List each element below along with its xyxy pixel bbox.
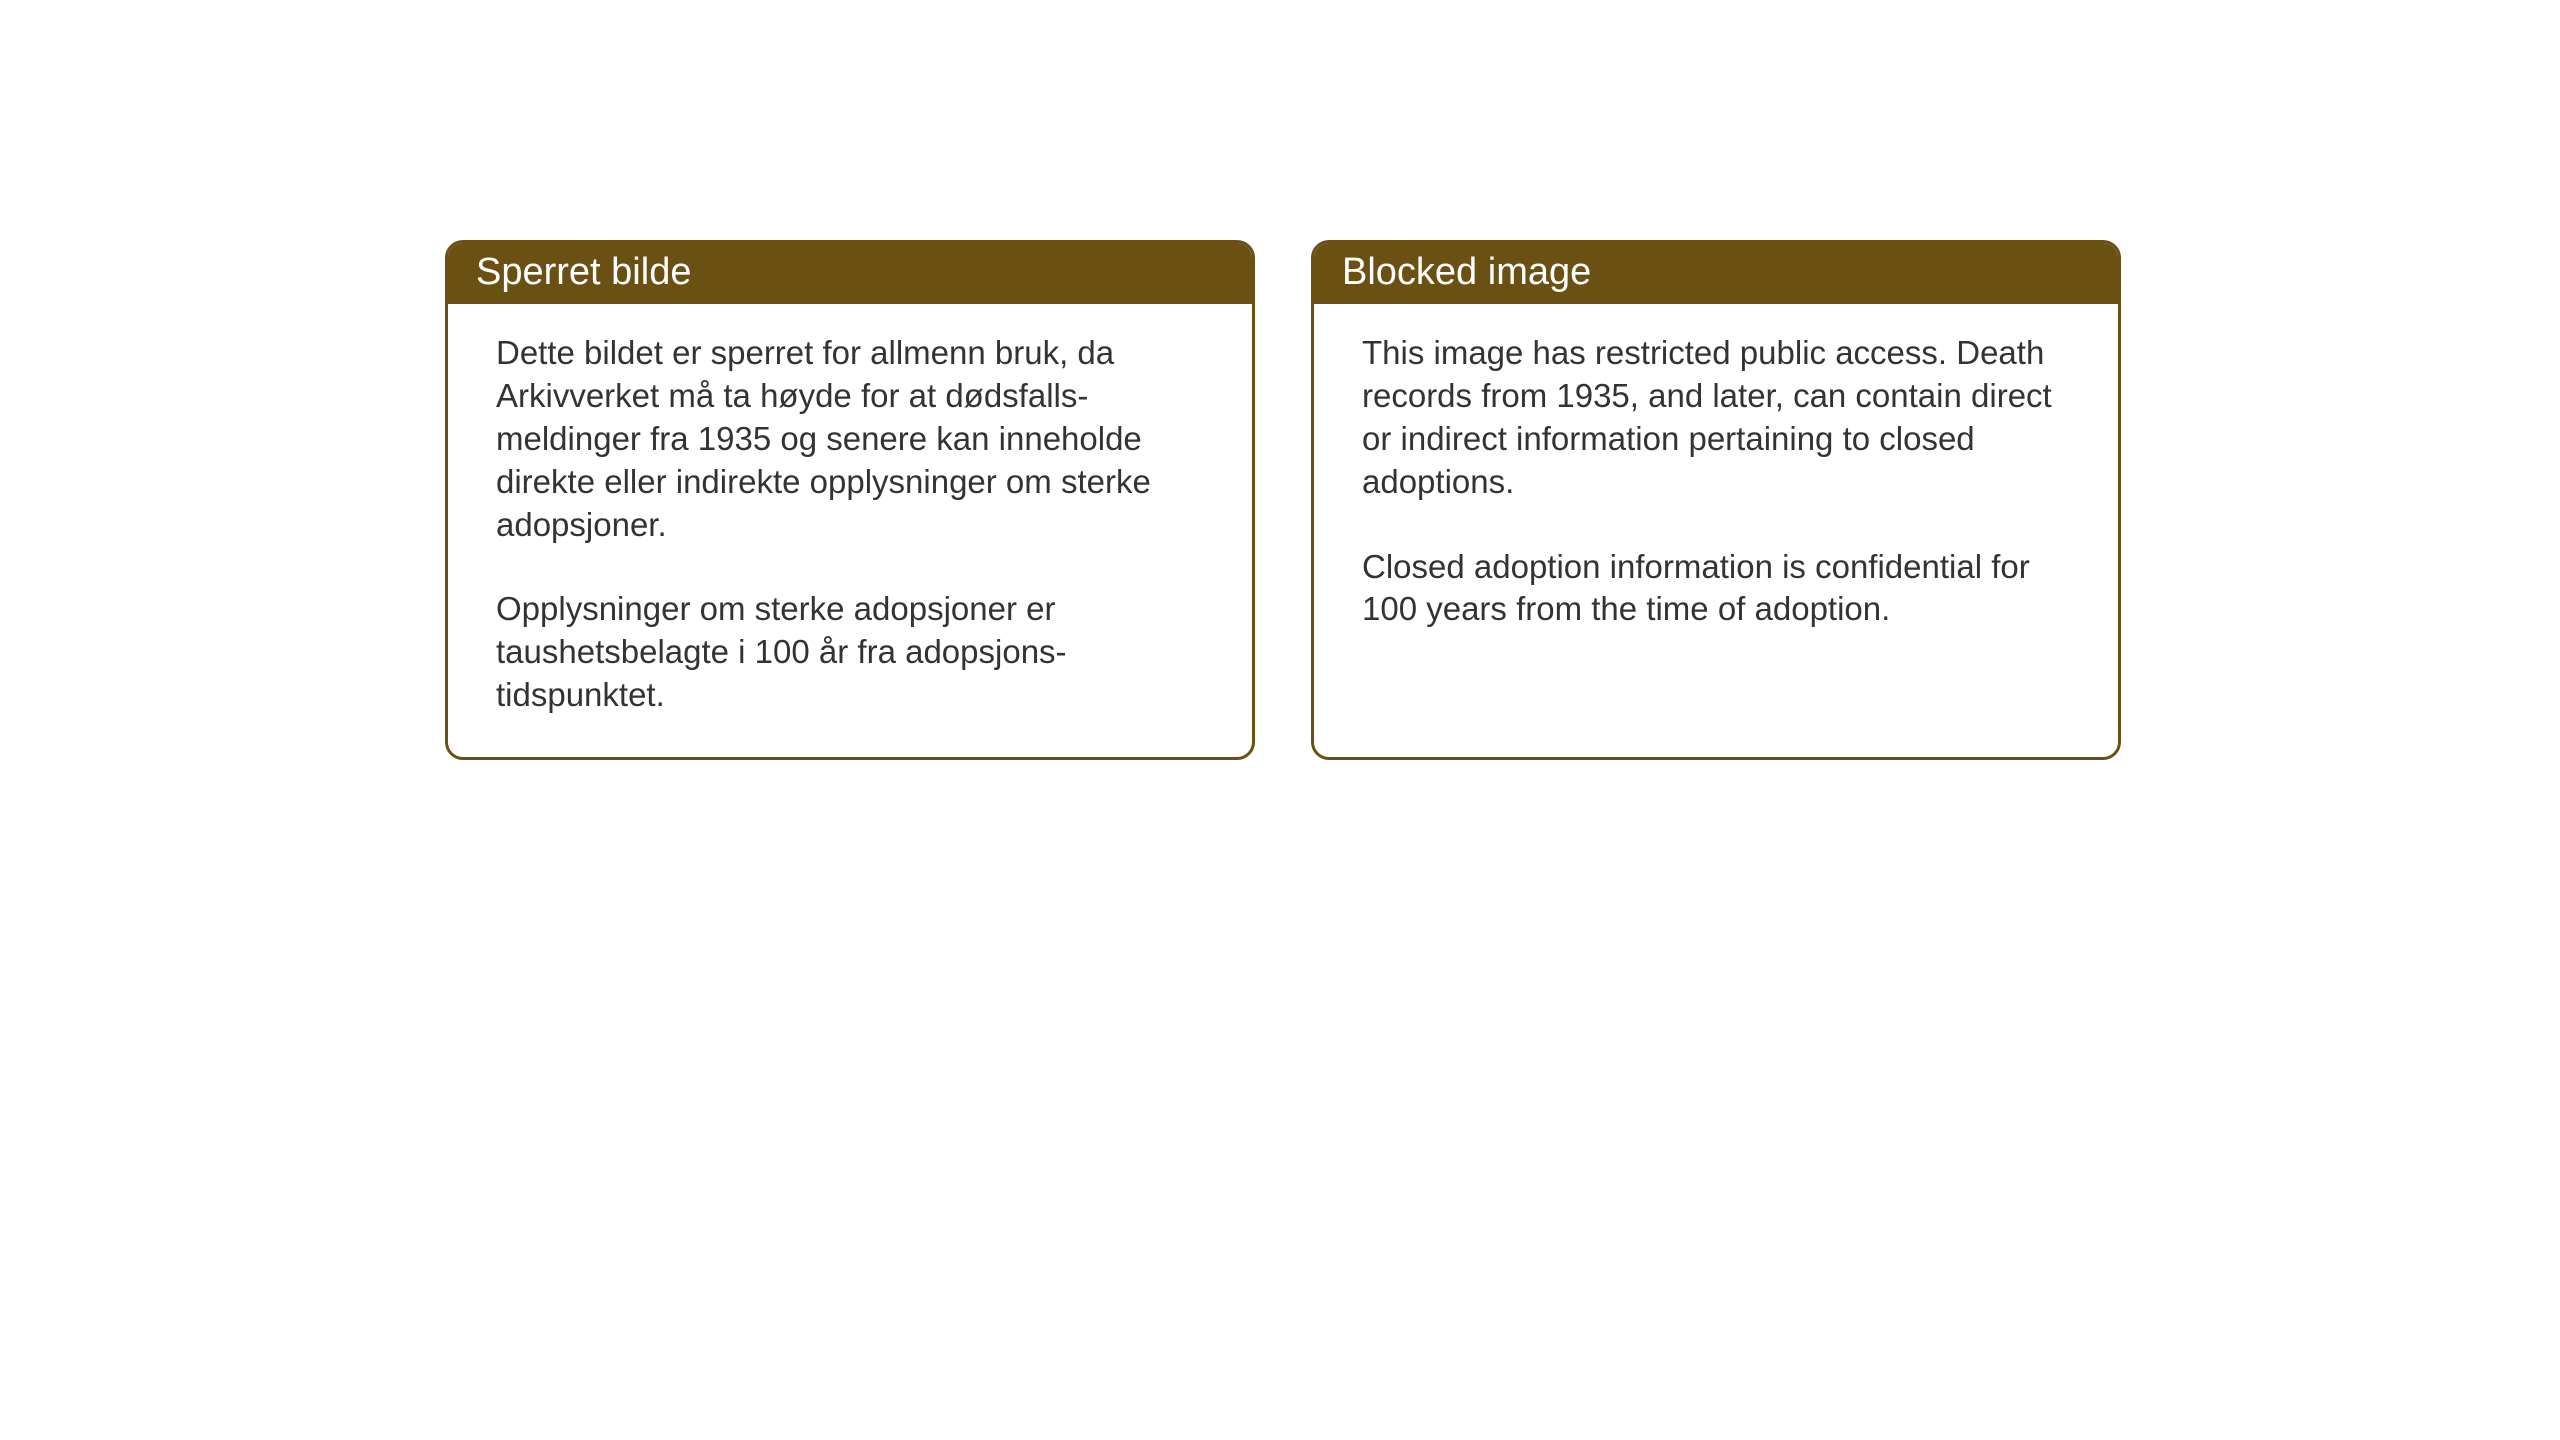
- notice-paragraph: Opplysninger om sterke adopsjoner er tau…: [496, 588, 1216, 717]
- notice-paragraph: Closed adoption information is confident…: [1362, 546, 2082, 632]
- notice-paragraph: Dette bildet er sperret for allmenn bruk…: [496, 332, 1216, 546]
- notice-header-english: Blocked image: [1314, 243, 2118, 304]
- notice-card-norwegian: Sperret bilde Dette bildet er sperret fo…: [445, 240, 1255, 760]
- notice-header-norwegian: Sperret bilde: [448, 243, 1252, 304]
- notice-paragraph: This image has restricted public access.…: [1362, 332, 2082, 504]
- notice-body-norwegian: Dette bildet er sperret for allmenn bruk…: [448, 304, 1252, 757]
- notice-body-english: This image has restricted public access.…: [1314, 304, 2118, 671]
- notice-container: Sperret bilde Dette bildet er sperret fo…: [445, 240, 2121, 760]
- notice-card-english: Blocked image This image has restricted …: [1311, 240, 2121, 760]
